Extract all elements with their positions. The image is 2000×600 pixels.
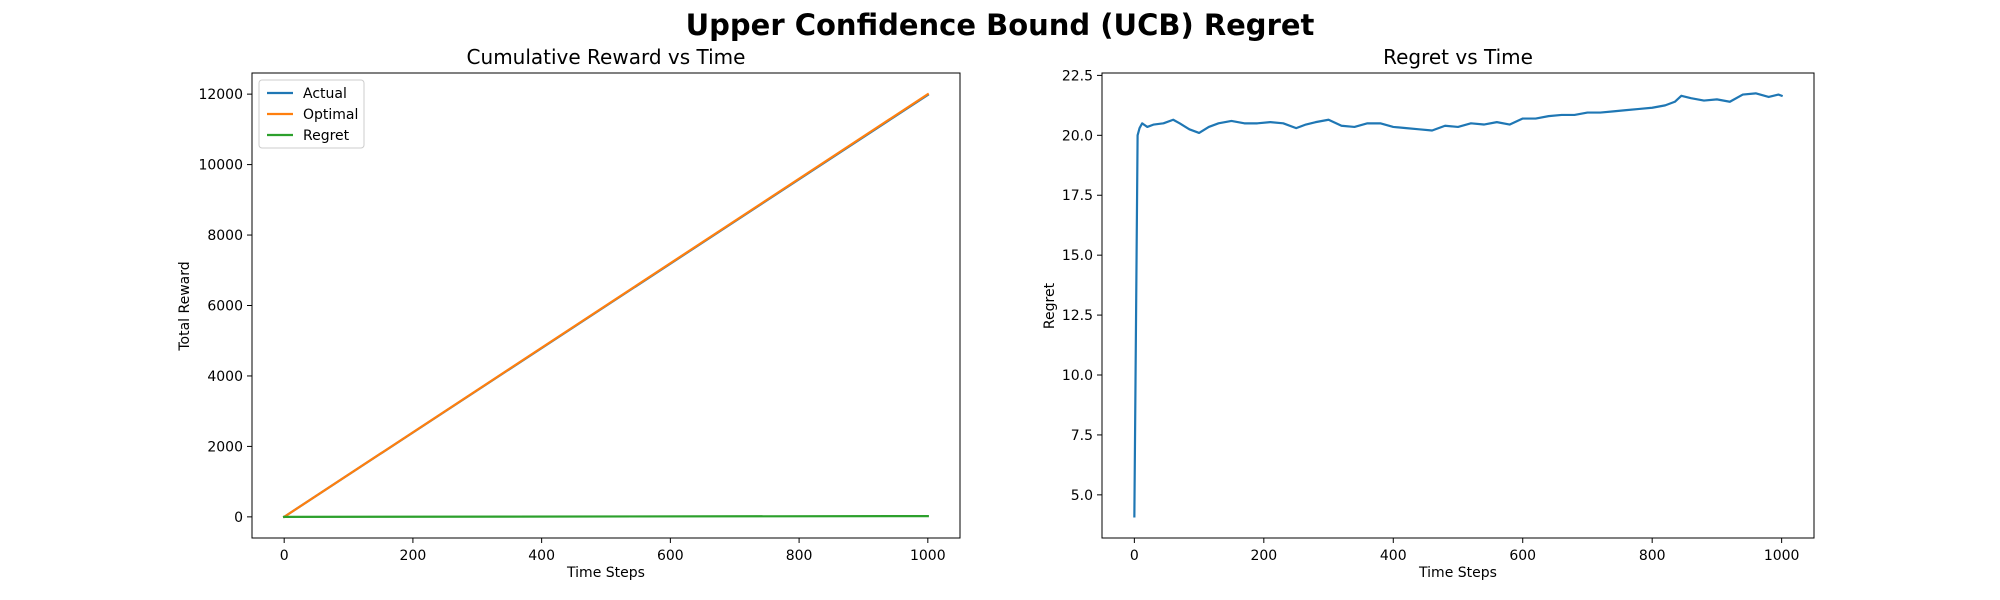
x-tick-label: 400 (1380, 548, 1407, 564)
x-tick-label: 600 (1509, 548, 1536, 564)
x-tick-label: 800 (786, 548, 813, 564)
x-axis-label: Time Steps (566, 565, 645, 581)
plot-area: 0 200 400 600 800 1000 5.0 7.5 10.0 12.5 15.0 17.5 2… (1062, 68, 1815, 564)
legend-label-regret: Regret (303, 128, 350, 144)
x-axis-label: Time Steps (1418, 565, 1497, 581)
y-tick-label: 12.5 (1062, 308, 1093, 324)
legend-label-optimal: Optimal (303, 107, 358, 123)
x-tick-label: 600 (657, 548, 684, 564)
y-tick-label: 2000 (207, 439, 243, 455)
y-tick-label: 12000 (198, 87, 243, 103)
x-tick-label: 1000 (1764, 548, 1800, 564)
x-tick-label: 800 (1639, 548, 1666, 564)
y-tick-label: 7.5 (1071, 428, 1093, 444)
chart-regret: Regret vs Time 0 200 400 600 800 1000 5.0 7.5 10… (1042, 45, 1815, 581)
y-tick-label: 0 (234, 510, 243, 526)
axes-frame (1101, 72, 1815, 539)
x-tick-label: 200 (1250, 548, 1277, 564)
legend-label-actual: Actual (303, 86, 347, 102)
x-tick-label: 400 (528, 548, 555, 564)
plot-area: 0 200 400 600 800 100002000400060008000100001… (198, 72, 961, 564)
x-tick-label: 0 (1130, 548, 1139, 564)
y-tick-label: 20.0 (1062, 128, 1093, 144)
x-tick-label: 0 (280, 548, 289, 564)
y-tick-label: 8000 (207, 228, 243, 244)
figure-title: Upper Confidence Bound (UCB) Regret (686, 8, 1315, 42)
series-line-optimal (282, 92, 930, 519)
y-tick-label: 10.0 (1062, 368, 1093, 384)
y-tick-label: 22.5 (1062, 68, 1093, 84)
legend: Actual Optimal Regret (258, 79, 365, 149)
legend-box (258, 79, 365, 149)
y-tick-label: 5.0 (1071, 488, 1093, 504)
series-line-regret (1133, 92, 1784, 518)
x-tick-label: 1000 (910, 548, 946, 564)
y-tick-label: 6000 (207, 299, 243, 315)
x-tick-label: 200 (400, 548, 427, 564)
chart-title: Regret vs Time (1383, 45, 1533, 69)
y-tick-label: 4000 (207, 369, 243, 385)
chart-title: Cumulative Reward vs Time (467, 45, 746, 69)
y-axis-label: Regret (1042, 282, 1058, 329)
chart-cumulative-reward: Cumulative Reward vs Time 0 200 400 600 800 1… (177, 45, 961, 581)
y-axis-label: Total Reward (177, 261, 193, 351)
y-tick-label: 10000 (198, 158, 243, 174)
y-tick-label: 17.5 (1062, 188, 1093, 204)
series-line-regret (283, 514, 929, 518)
y-tick-label: 15.0 (1062, 248, 1093, 264)
